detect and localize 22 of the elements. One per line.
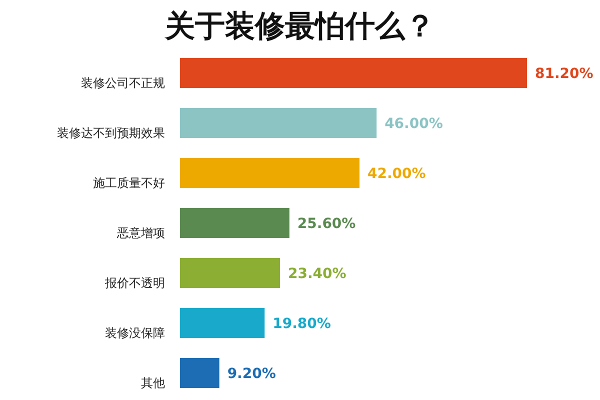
y-tick-label: 装修没保障: [105, 326, 165, 340]
bar: [180, 208, 290, 238]
data-label: 9.20%: [227, 366, 276, 382]
data-label: 42.00%: [367, 166, 426, 182]
y-tick-label: 报价不透明: [104, 276, 165, 290]
y-tick-label: 装修达不到预期效果: [57, 126, 165, 140]
data-label: 19.80%: [272, 316, 331, 332]
data-label: 46.00%: [384, 116, 443, 132]
data-label: 81.20%: [535, 66, 594, 82]
bar: [180, 358, 220, 388]
bar: [180, 308, 265, 338]
y-tick-label: 施工质量不好: [93, 176, 165, 190]
data-label: 25.60%: [297, 216, 356, 232]
chart-title: 关于装修最怕什么？: [164, 9, 435, 44]
bar: [180, 58, 527, 88]
bar: [180, 158, 360, 188]
y-tick-label: 恶意增项: [116, 226, 165, 240]
bar: [180, 108, 377, 138]
data-label: 23.40%: [288, 266, 346, 282]
y-tick-label: 其他: [141, 376, 165, 390]
y-tick-label: 装修公司不正规: [81, 76, 165, 90]
bar: [180, 258, 280, 288]
